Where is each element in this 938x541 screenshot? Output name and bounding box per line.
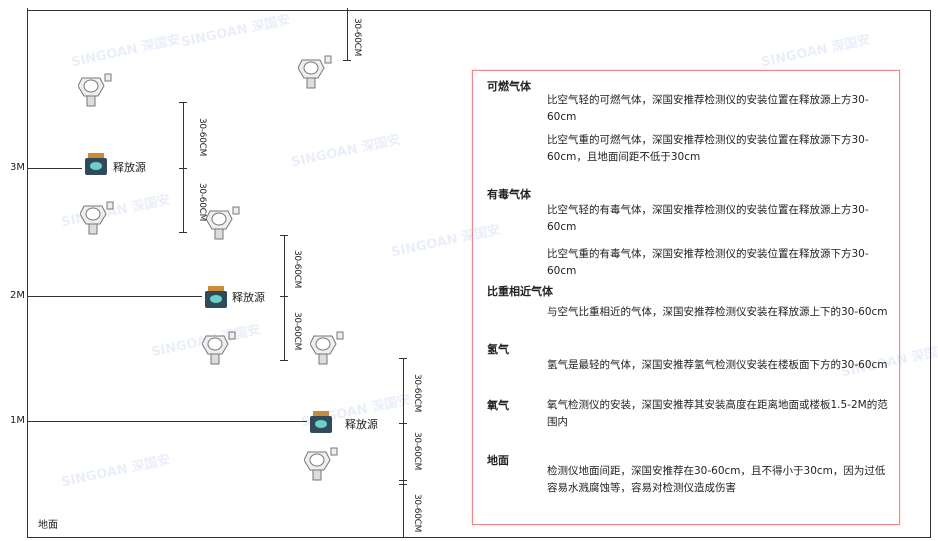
dimension-tick [399,480,407,481]
dimension-tick [399,423,407,424]
release-source-icon [310,411,332,433]
dimension-tick [179,168,187,169]
dimension-tick [179,232,187,233]
dimension-line [403,358,404,538]
dimension-line [284,235,285,360]
section-heading: 有毒气体 [487,188,531,201]
watermark: SINGOAN 深国安 [60,452,172,491]
dimension-label: 30-60CM [197,118,207,157]
watermark: SINGOAN 深国安 [180,12,292,51]
dimension-tick [179,102,187,103]
watermark: SINGOAN 深国安 [70,32,182,71]
release-source-label: 释放源 [113,161,146,174]
section-heading: 可燃气体 [487,80,531,93]
dimension-tick [280,360,288,361]
dimension-label: 30-60CM [292,312,302,351]
gas-detector-icon [304,447,338,481]
level-label-1m: 1M [10,415,25,426]
release-source-label: 释放源 [345,418,378,431]
gas-detector-icon [78,73,112,107]
section-paragraph: 氢气是最轻的气体，深国安推荐氢气检测仪安装在楼板面下方的30-60cm [547,359,888,371]
floor-label: 地面 [38,520,58,531]
dimension-tick [399,358,407,359]
section-paragraph: 与空气比重相近的气体，深国安推荐检测仪安装在释放源上下的30-60cm [547,306,888,318]
dimension-label: 30-60CM [352,18,362,57]
floor-line [27,537,930,538]
section-heading: 地面 [487,454,509,467]
dimension-line [347,8,348,60]
section-heading: 氢气 [487,343,509,356]
level-line-3m [27,168,82,169]
installation-guidelines-panel: 可燃气体 比空气轻的可燃气体，深国安推荐检测仪的安装位置在释放源上方30-60c… [472,70,900,525]
dimension-tick [280,296,288,297]
dimension-tick [343,60,351,61]
watermark: SINGOAN 深国安 [60,192,172,231]
section-paragraph: 比空气重的可燃气体，深国安推荐检测仪的安装位置在释放源下方30-60cm，且地面… [547,134,869,163]
release-source-icon [85,153,107,175]
section-paragraph: 比空气重的有毒气体，深国安推荐检测仪的安装位置在释放源下方30-60cm [547,248,869,277]
section-heading: 比重相近气体 [487,285,553,298]
gas-detector-icon [310,331,344,365]
dimension-line [183,102,184,232]
section-heading: 氧气 [487,399,509,412]
level-label-2m: 2M [10,290,25,301]
dimension-label: 30-60CM [412,494,422,533]
release-source-icon [205,286,227,308]
dimension-label: 30-60CM [412,432,422,471]
right-border [930,10,931,538]
section-paragraph: 比空气轻的可燃气体，深国安推荐检测仪的安装位置在释放源上方30-60cm [547,94,869,123]
level-label-3m: 3M [10,162,25,173]
gas-detector-icon [298,55,332,89]
ceiling-line [27,10,930,11]
dimension-label: 30-60CM [412,374,422,413]
section-paragraph: 比空气轻的有毒气体，深国安推荐检测仪的安装位置在释放源上方30-60cm [547,204,869,233]
gas-detector-icon [206,206,240,240]
gas-detector-icon [202,331,236,365]
dimension-label: 30-60CM [197,183,207,222]
section-paragraph: 氧气检测仪的安装，深国安推荐其安装高度在距离地面或楼板1.5-2M的范围内 [547,399,888,428]
dimension-tick [280,235,288,236]
watermark: SINGOAN 深国安 [760,32,872,71]
level-line-1m [27,421,307,422]
gas-detector-icon [80,201,114,235]
level-line-2m [27,296,202,297]
dimension-label: 30-60CM [292,250,302,289]
section-paragraph: 检测仪地面间距，深国安推荐在30-60cm，且不得小于30cm，因为过低容易水溅… [547,465,886,494]
wall-line [27,8,28,538]
dimension-tick [399,484,407,485]
release-source-label: 释放源 [232,291,265,304]
watermark: SINGOAN 深国安 [290,132,402,171]
